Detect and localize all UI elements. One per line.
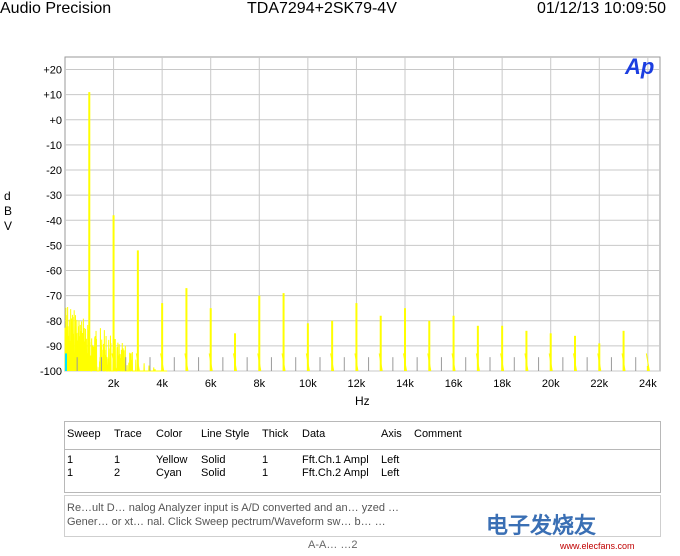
x-tick-label: 10k bbox=[299, 378, 317, 390]
legend-row2-thick: 1 bbox=[262, 467, 269, 479]
watermark-url: www.elecfans.com bbox=[560, 541, 635, 551]
harmonic-skirt bbox=[208, 353, 213, 372]
harmonic-skirt bbox=[354, 353, 359, 372]
legend-row1-color: Yellow bbox=[156, 454, 188, 466]
harmonic-skirt bbox=[281, 353, 286, 372]
legend-row1-thick: 1 bbox=[262, 454, 269, 466]
legend-divider bbox=[65, 449, 660, 450]
harmonic-skirt bbox=[135, 353, 140, 372]
y-tick-label: +20 bbox=[43, 65, 62, 77]
harmonic-skirt bbox=[427, 353, 432, 372]
watermark-logo: 电子发烧友 bbox=[486, 513, 597, 538]
x-tick-label: 12k bbox=[348, 378, 366, 390]
x-tick-label: 22k bbox=[590, 378, 608, 390]
x-tick-label: 24k bbox=[639, 378, 657, 390]
y-axis-label-b: B bbox=[4, 204, 13, 218]
x-tick-label: 2k bbox=[108, 378, 120, 390]
harmonic-skirt bbox=[233, 353, 237, 372]
harmonic-skirt bbox=[257, 353, 262, 372]
legend-row1-trace: 1 bbox=[114, 454, 121, 466]
legend-header-line-style: Line Style bbox=[201, 428, 250, 440]
x-tick-label: 14k bbox=[396, 378, 414, 390]
notes-line-2: Gener… or xt… nal. Click Sweep pectrum/W… bbox=[67, 516, 386, 528]
legend-row1-sweep: 1 bbox=[67, 454, 74, 466]
harmonic-skirt bbox=[378, 353, 383, 372]
harmonic-skirt bbox=[645, 353, 650, 372]
datetime-label: 01/12/13 10:09:50 bbox=[537, 0, 667, 17]
harmonic-skirt bbox=[548, 353, 553, 372]
harmonic-skirt bbox=[621, 353, 626, 372]
plot-frame bbox=[64, 56, 661, 372]
harmonic-skirt bbox=[184, 353, 189, 372]
legend-table: Sweep Trace Color Line Style Thick Data … bbox=[64, 421, 661, 493]
harmonic-skirt bbox=[111, 353, 116, 372]
x-axis-label: Hz bbox=[355, 394, 370, 408]
harmonic-skirt bbox=[305, 353, 310, 372]
harmonic-skirt bbox=[330, 353, 335, 372]
legend-header-data: Data bbox=[302, 428, 326, 440]
legend-row2-color: Cyan bbox=[156, 467, 182, 479]
y-tick-label: +0 bbox=[49, 115, 62, 127]
harmonic-skirt bbox=[597, 353, 602, 372]
y-tick-label: -40 bbox=[46, 215, 62, 227]
harmonic-skirt bbox=[573, 353, 577, 372]
y-tick-label: +10 bbox=[43, 90, 62, 102]
y-tick-label: -30 bbox=[46, 190, 62, 202]
chart-title: TDA7294+2SK79-4V bbox=[247, 0, 397, 17]
x-tick-label: 6k bbox=[205, 378, 217, 390]
y-tick-label: -70 bbox=[46, 291, 62, 303]
y-tick-label: -10 bbox=[46, 140, 62, 152]
y-tick-label: -50 bbox=[46, 240, 62, 252]
legend-row1-data: Fft.Ch.1 Ampl bbox=[302, 454, 369, 466]
legend-row2-data: Fft.Ch.2 Ampl bbox=[302, 467, 369, 479]
ap-logo: Ap bbox=[624, 54, 654, 79]
legend-header-sweep: Sweep bbox=[67, 428, 101, 440]
legend-header-comment: Comment bbox=[414, 428, 462, 440]
harmonic-skirt bbox=[475, 353, 480, 372]
legend-row1-line-style: Solid bbox=[201, 454, 226, 466]
harmonic-skirt bbox=[500, 353, 505, 372]
legend-row2-trace: 2 bbox=[114, 467, 121, 479]
x-tick-label: 16k bbox=[445, 378, 463, 390]
y-tick-label: -60 bbox=[46, 266, 62, 278]
legend-header-trace: Trace bbox=[114, 428, 142, 440]
harmonic-skirt bbox=[524, 353, 529, 372]
x-tick-label: 4k bbox=[156, 378, 168, 390]
harmonic-skirt bbox=[87, 353, 92, 372]
brand-label: Audio Precision bbox=[0, 0, 112, 17]
y-tick-label: -90 bbox=[46, 341, 62, 353]
notes-line-1: Re…ult D… nalog Analyzer input is A/D co… bbox=[67, 502, 400, 514]
harmonic-skirt bbox=[451, 353, 456, 372]
legend-row2-axis: Left bbox=[381, 467, 400, 479]
legend-header-axis: Axis bbox=[381, 428, 402, 440]
legend-row1-axis: Left bbox=[381, 454, 400, 466]
x-tick-label: 18k bbox=[493, 378, 511, 390]
legend-row2-sweep: 1 bbox=[67, 467, 74, 479]
spectrum-chart: +20 +10 +0 -10 -20 -30 -40 -50 -60 -70 -80 -90 -100 2… bbox=[40, 54, 661, 390]
y-tick-label: -100 bbox=[40, 366, 62, 378]
y-tick-label: -80 bbox=[46, 316, 62, 328]
harmonic-skirt bbox=[403, 353, 407, 372]
x-tick-label: 8k bbox=[253, 378, 265, 390]
legend-header-color: Color bbox=[156, 428, 183, 440]
harmonic-skirt bbox=[160, 353, 165, 372]
y-axis-label-v: V bbox=[4, 219, 13, 233]
footer-text: A-A… …2 bbox=[308, 539, 358, 551]
x-tick-label: 20k bbox=[542, 378, 560, 390]
notes-box: Re…ult D… nalog Analyzer input is A/D co… bbox=[64, 495, 661, 537]
y-tick-label: -20 bbox=[46, 165, 62, 177]
legend-row2-line-style: Solid bbox=[201, 467, 226, 479]
y-axis-label-d: d bbox=[4, 189, 11, 203]
legend-header-thick: Thick bbox=[262, 428, 289, 440]
